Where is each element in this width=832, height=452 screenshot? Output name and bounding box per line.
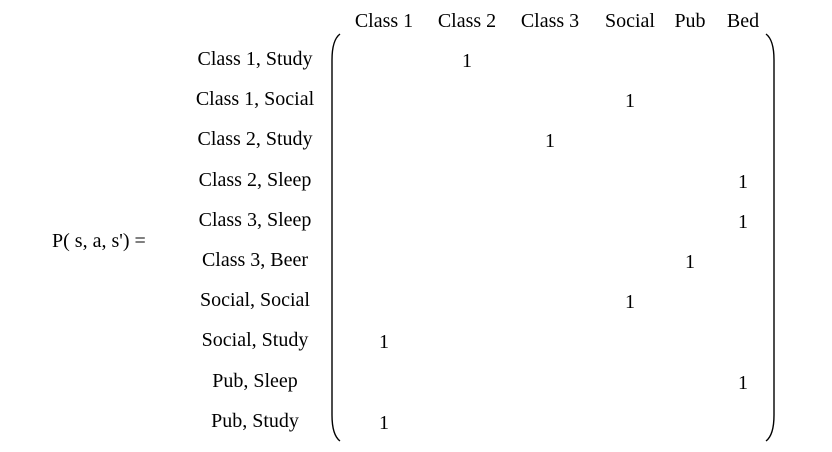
row-label: Pub, Study: [211, 409, 299, 432]
matrix-cell-one: 1: [462, 50, 472, 72]
column-header: Class 3: [520, 10, 580, 32]
row-label: Class 3, Beer: [201, 249, 309, 271]
left-paren: [331, 33, 341, 442]
row-label: Pub, Sleep: [212, 369, 298, 392]
matrix-cell-one: 1: [738, 371, 748, 394]
matrix-cell-one: 1: [685, 251, 695, 273]
matrix-cell-one: 1: [738, 170, 748, 193]
matrix-cell-one: 1: [379, 411, 389, 434]
matrix-cell-one: 1: [379, 331, 389, 354]
matrix-cell-one: 1: [545, 130, 555, 153]
column-header: Bed: [726, 10, 760, 32]
matrix-cell-one: 1: [625, 90, 635, 113]
row-label: Social, Study: [201, 329, 309, 352]
lhs-expression: P( s, a, s') =: [52, 230, 146, 252]
row-label: Class 2, Study: [197, 128, 313, 151]
matrix-cell-one: 1: [625, 291, 635, 314]
column-header: Social: [605, 10, 655, 32]
right-paren: [765, 33, 775, 442]
row-label: Class 3, Sleep: [198, 208, 312, 231]
column-header: Class 2: [437, 10, 497, 32]
column-header: Pub: [674, 10, 706, 32]
row-label: Class 2, Sleep: [198, 168, 312, 191]
row-label: Class 1, Social: [195, 88, 315, 111]
row-label: Class 1, Study: [197, 48, 313, 70]
row-label: Social, Social: [200, 289, 310, 312]
matrix-cell-one: 1: [738, 210, 748, 233]
column-header: Class 1: [354, 10, 414, 32]
